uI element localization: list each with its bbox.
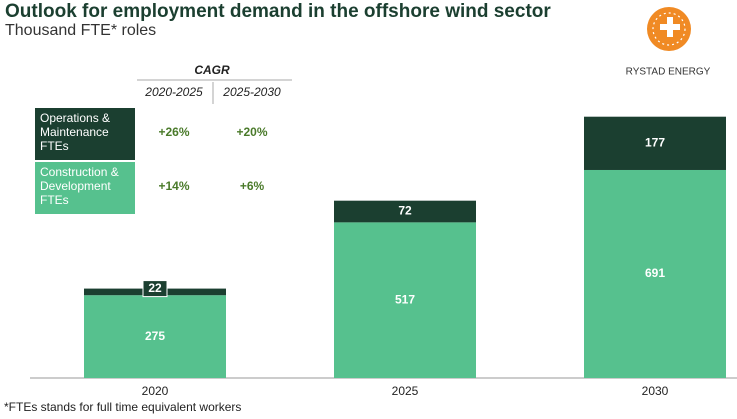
x-tick-label: 2025 <box>392 384 419 398</box>
value-label: 517 <box>395 292 415 306</box>
cagr-period: 2025-2030 <box>222 85 281 99</box>
chart-subtitle: Thousand FTE* roles <box>5 22 156 39</box>
chart-title: Outlook for employment demand in the off… <box>5 1 551 22</box>
bar-segment <box>584 116 726 170</box>
bar-segment <box>334 200 476 223</box>
footnote: *FTEs stands for full time equivalent wo… <box>4 400 241 414</box>
cagr-value: +26% <box>158 125 189 139</box>
bar-segment <box>334 222 476 378</box>
x-tick-label: 2020 <box>142 384 169 398</box>
cagr-value: +20% <box>236 125 267 139</box>
logo-cross <box>660 17 680 37</box>
value-label: 691 <box>645 266 665 280</box>
bar-segment <box>84 295 226 378</box>
logo-ring <box>652 12 686 46</box>
cagr-period: 2020-2025 <box>144 85 203 99</box>
cagr-title: CAGR <box>194 63 230 77</box>
value-label: 177 <box>645 136 665 150</box>
value-label: 22 <box>148 281 162 295</box>
cagr-value: +14% <box>158 179 189 193</box>
logo <box>647 7 691 51</box>
value-label: 275 <box>145 329 165 343</box>
legend-entry: Construction & Development FTEs <box>35 162 135 214</box>
value-label: 72 <box>398 204 412 218</box>
legend-entry: Operations & Maintenance FTEs <box>35 108 135 160</box>
logo-text: RYSTAD ENERGY <box>626 67 711 78</box>
x-tick-label: 2030 <box>642 384 669 398</box>
cagr-value: +6% <box>240 179 265 193</box>
bar-segment <box>584 169 726 378</box>
value-label-box <box>142 280 168 298</box>
